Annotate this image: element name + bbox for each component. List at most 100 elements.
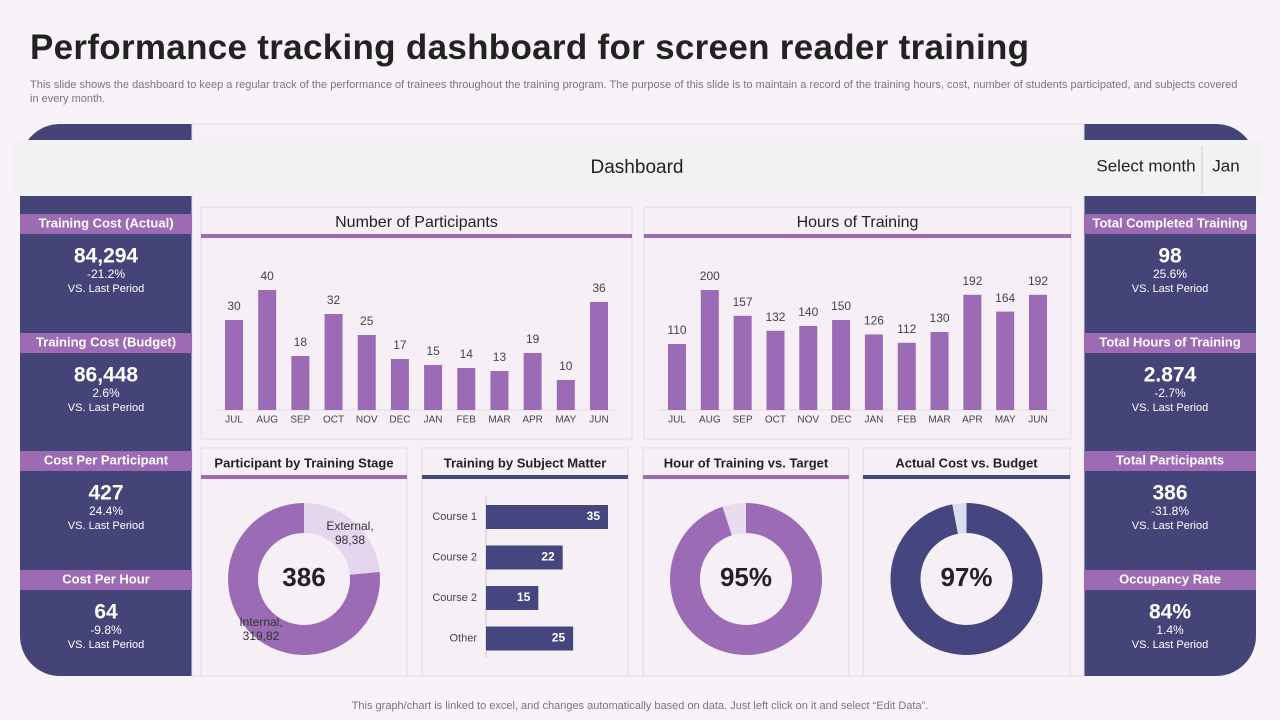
data-label: 30 [227,299,241,313]
kpi-label-bg [20,570,192,590]
bar [324,314,343,410]
data-label: 22 [541,550,555,564]
bar [996,311,1015,410]
x-tick-label: OCT [765,415,786,426]
kpi-label-bg [1084,451,1256,471]
kpi-value: 84% [1149,601,1191,624]
data-label: 192 [1028,274,1048,288]
title-underline [201,234,632,238]
dashboard: Dashboard Select month Jan Training Cost… [20,123,1256,677]
data-label: 200 [700,269,720,283]
chart-title: Hour of Training vs. Target [664,455,829,470]
kpi-value: 86,448 [74,364,139,387]
x-tick-label: NOV [356,415,378,426]
data-label: 40 [261,269,275,283]
data-label: 15 [426,344,440,358]
x-tick-label: FEB [457,415,477,426]
data-label: 17 [393,338,407,352]
kpi-label-bg [20,333,192,353]
x-tick-label: APR [522,415,543,426]
data-label: 15 [517,590,531,604]
x-tick-label: AUG [256,415,278,426]
data-label: 25 [552,631,566,645]
kpi-label: Total Participants [1116,452,1224,467]
kpi-note: VS. Last Period [1132,402,1208,414]
kpi-note: VS. Last Period [68,402,144,414]
data-label: 36 [592,281,606,295]
kpi-change: 24.4% [89,504,123,518]
data-label: 112 [897,322,916,336]
kpi-label: Training Cost (Actual) [38,215,173,230]
x-tick-label: JUL [225,415,243,426]
kpi-note: VS. Last Period [1132,639,1208,651]
kpi-change: 1.4% [1156,623,1184,637]
kpi-note: VS. Last Period [68,639,144,651]
kpi-label-bg [1084,570,1256,590]
data-label: 35 [587,509,601,523]
kpi-label: Total Completed Training [1092,215,1247,230]
x-tick-label: MAR [488,415,510,426]
kpi-label: Cost Per Participant [44,452,169,467]
bar [832,320,851,410]
center-label: 95% [720,562,772,592]
kpi-value: 386 [1152,482,1187,505]
chart-title: Participant by Training Stage [214,455,393,470]
bar [357,335,376,410]
x-tick-label: JUN [1028,415,1047,426]
select-label: Select month [1096,156,1195,175]
title-underline [863,475,1070,479]
footer-note: This graph/chart is linked to excel, and… [351,700,929,712]
data-label: 192 [962,274,982,288]
data-label: 110 [667,323,686,337]
bar [590,302,608,410]
chart-title: Hours of Training [797,214,919,231]
slice-label: External, [326,519,373,533]
left-column [150,124,192,676]
x-tick-label: DEC [389,415,410,426]
slice-value: 319,82 [243,629,280,643]
title-underline [643,475,849,479]
kpi-note: VS. Last Period [1132,283,1208,295]
page-title: Performance tracking dashboard for scree… [30,28,1030,67]
kpi-value: 98 [1158,245,1182,268]
kpi-change: 2.6% [92,386,120,400]
x-tick-label: JUL [668,415,686,426]
data-label: 10 [559,359,573,373]
bar [556,380,575,410]
data-label: 140 [798,305,818,319]
y-tick-label: Course 2 [432,551,477,563]
bar [486,545,563,570]
kpi-value: 84,294 [74,245,139,268]
x-tick-label: SEP [733,415,753,426]
title-underline [422,475,628,479]
bar [486,586,539,610]
bar [457,368,476,410]
slice-label: Internal, [239,615,282,629]
kpi-label-bg [1084,333,1256,353]
bar [490,371,509,410]
page-subtitle: This slide shows the dashboard to keep a… [30,79,1238,105]
data-label: 13 [493,350,507,364]
x-tick-label: MAR [928,415,950,426]
kpi-note: VS. Last Period [1132,520,1208,532]
month-select[interactable]: Jan [1212,156,1239,175]
x-tick-label: MAY [995,415,1016,426]
data-label: 130 [930,311,950,325]
kpi-label-bg [1084,214,1256,234]
kpi-value: 64 [94,601,118,624]
gauge-track [952,503,967,534]
x-tick-label: FEB [897,415,917,426]
bar [258,290,277,410]
bar [291,356,310,410]
chart-title: Actual Cost vs. Budget [895,455,1038,470]
data-label: 32 [327,293,341,307]
gauge-track [722,503,746,536]
data-label: 150 [831,299,851,313]
data-label: 18 [294,335,308,349]
y-tick-label: Course 2 [432,592,477,604]
gauge-arc [890,503,1043,655]
x-tick-label: JAN [864,415,883,426]
chart-title: Training by Subject Matter [444,455,607,470]
donut-slice [304,503,380,575]
